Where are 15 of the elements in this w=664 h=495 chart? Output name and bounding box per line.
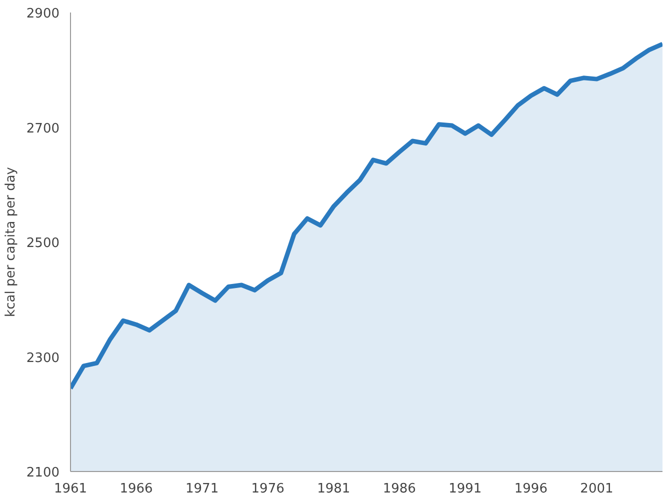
x-tick-label: 1971: [186, 482, 219, 495]
x-tick-label: 2001: [580, 482, 614, 495]
y-tick-label: 2300: [26, 350, 60, 366]
x-tick-label: 1981: [317, 482, 350, 495]
y-axis-title: kcal per capita per day: [3, 166, 18, 317]
x-tick-label: 1976: [251, 482, 284, 495]
x-tick-label: 1961: [54, 482, 88, 495]
y-tick-label: 2700: [26, 121, 60, 136]
y-tick-label: 2500: [26, 236, 60, 251]
x-tick-label: 1996: [514, 482, 548, 495]
y-tick-label: 2900: [26, 6, 60, 22]
y-tick-label: 2100: [26, 466, 60, 480]
x-tick-label: 1991: [448, 482, 482, 495]
x-tick-label: 1966: [120, 482, 153, 495]
x-tick-label: 1986: [382, 482, 416, 495]
